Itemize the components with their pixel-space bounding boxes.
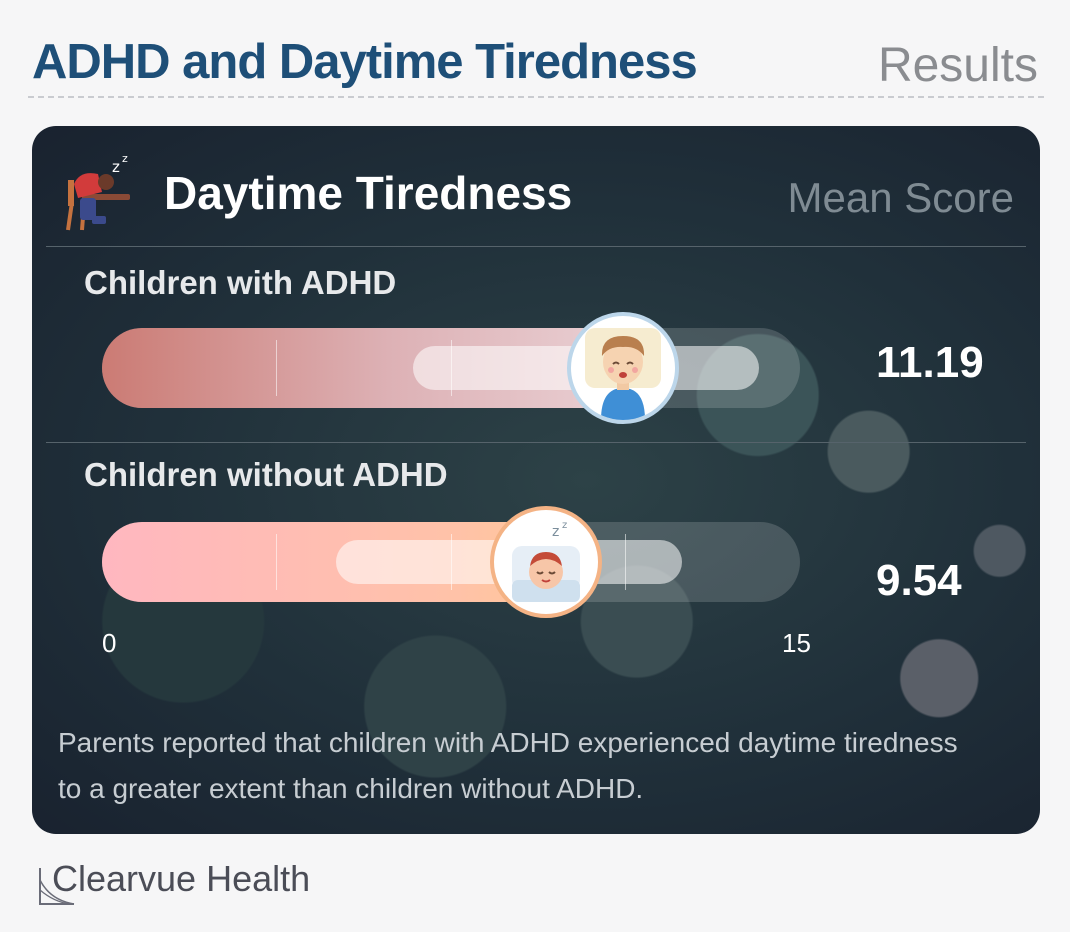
clearvue-logo-icon [39, 868, 75, 905]
card-subtitle: Mean Score [787, 174, 1014, 221]
card-header: z z Daytime Tiredness Mean Score [32, 126, 1040, 246]
divider [46, 442, 1026, 443]
svg-text:z: z [562, 520, 567, 531]
value-label: 9.54 [876, 556, 962, 605]
header: ADHD and Daytime Tiredness Results [28, 30, 1044, 98]
bar-track-no-adhd: z z [102, 506, 800, 618]
divider [46, 246, 1026, 247]
chart-card: z z Daytime Tiredness Mean Score Childre… [32, 126, 1040, 834]
card-title: Daytime Tiredness [164, 167, 573, 219]
page-title: ADHD and Daytime Tiredness [32, 35, 698, 89]
axis-tick-label: 0 [102, 628, 117, 658]
bar-track-adhd [102, 312, 800, 424]
page-subtitle: Results [877, 39, 1038, 92]
axis-tick-label: 15 [782, 628, 811, 658]
tick-mark [276, 340, 277, 396]
value-label: 11.19 [876, 338, 984, 387]
tick-mark [276, 534, 277, 590]
chart-footnote: Parents reported that children with ADHD… [58, 727, 958, 804]
svg-text:z: z [122, 152, 128, 165]
sleeping-child-icon: z z [490, 506, 602, 618]
svg-text:z: z [552, 524, 559, 540]
category-label: Children with ADHD [84, 264, 397, 301]
category-label: Children without ADHD [84, 456, 448, 493]
tired-child-icon [567, 312, 679, 424]
svg-text:z: z [112, 158, 120, 176]
sleeping-person-icon: z z [66, 152, 130, 231]
brand-name: Clearvue Health [52, 858, 311, 899]
